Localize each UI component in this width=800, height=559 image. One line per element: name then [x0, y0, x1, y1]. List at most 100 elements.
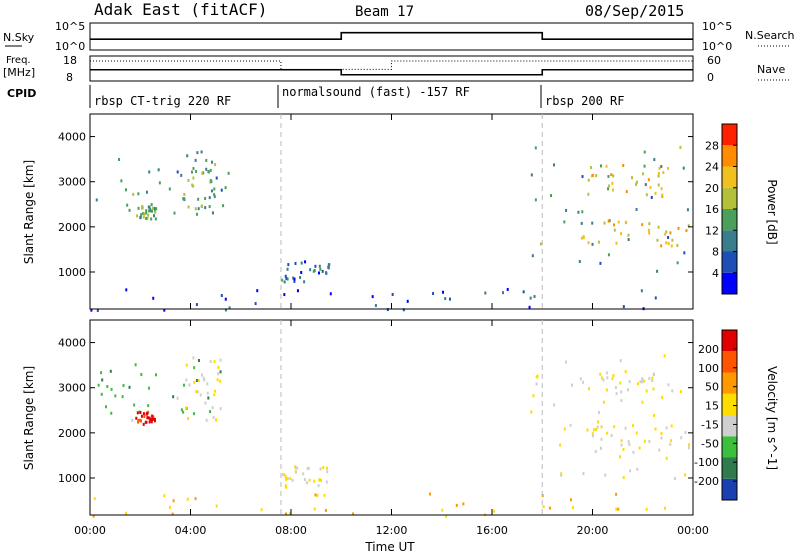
data-cell	[145, 209, 148, 213]
data-cell	[304, 260, 307, 264]
data-cell	[151, 414, 154, 418]
ytick-label: 3000	[58, 176, 86, 189]
data-cell	[651, 376, 654, 380]
data-cell	[649, 185, 652, 189]
data-cell	[590, 166, 593, 170]
data-cell	[217, 372, 220, 376]
data-cell	[197, 359, 200, 363]
data-cell	[313, 507, 316, 511]
data-cell	[506, 287, 509, 291]
data-cell	[325, 466, 328, 470]
data-cell	[145, 190, 148, 194]
colorbar-swatch	[722, 166, 737, 188]
data-cell	[172, 395, 175, 399]
data-cell	[300, 270, 303, 274]
data-cell	[662, 171, 665, 175]
data-cell	[219, 370, 222, 374]
data-cell	[200, 150, 203, 154]
data-cell	[307, 466, 310, 470]
data-cell	[213, 193, 216, 197]
data-cell	[624, 220, 627, 224]
data-cell	[684, 473, 687, 477]
data-cell	[591, 221, 594, 225]
data-cell	[318, 264, 321, 268]
data-cell	[600, 164, 603, 168]
data-cell	[656, 269, 659, 273]
data-cell	[155, 373, 158, 377]
data-cell	[106, 385, 109, 389]
data-cell	[643, 379, 646, 383]
data-cell	[432, 292, 435, 296]
data-cell	[622, 164, 625, 168]
data-cell	[168, 505, 171, 509]
data-cell	[607, 187, 610, 191]
data-cell	[320, 478, 323, 482]
data-cell	[462, 502, 465, 506]
data-cell	[131, 418, 134, 422]
data-cell	[441, 508, 444, 512]
data-cell	[644, 183, 647, 187]
data-cell	[188, 383, 191, 387]
data-cell	[150, 420, 153, 424]
data-cell	[118, 158, 121, 162]
data-cell	[660, 165, 663, 169]
data-cell	[654, 296, 657, 300]
data-cell	[635, 207, 638, 211]
data-cell	[146, 412, 149, 416]
data-cell	[145, 216, 148, 220]
data-cell	[522, 290, 525, 294]
data-cell	[587, 241, 590, 245]
data-cell	[193, 412, 196, 416]
data-cell	[145, 211, 148, 215]
data-cell	[645, 193, 648, 197]
data-cell	[610, 173, 613, 177]
data-cell	[613, 228, 616, 232]
data-cell	[201, 373, 204, 377]
data-cell	[217, 365, 220, 369]
data-cell	[316, 493, 319, 497]
power-panel-frame	[89, 113, 694, 310]
data-cell	[563, 220, 566, 224]
data-cell	[192, 176, 195, 180]
data-cell	[530, 173, 533, 177]
data-cell	[448, 297, 451, 301]
data-cell	[615, 392, 618, 396]
data-cell	[125, 288, 128, 292]
data-cell	[680, 436, 683, 440]
data-cell	[148, 416, 151, 420]
data-cell	[635, 431, 638, 435]
colorbar-swatch	[722, 478, 737, 500]
data-cell	[660, 244, 663, 248]
data-cell	[180, 408, 183, 412]
ytick-label: 1000	[58, 266, 86, 279]
data-cell	[611, 181, 614, 185]
data-cell	[661, 193, 664, 197]
velocity-ylabel: Slant Range [km]	[22, 366, 36, 470]
data-cell	[137, 418, 140, 422]
colorbar-tick-label: 24	[705, 161, 719, 174]
data-cell	[314, 264, 317, 268]
data-cell	[197, 207, 200, 211]
data-cell	[613, 223, 616, 227]
data-cell	[283, 473, 286, 477]
data-cell	[125, 188, 128, 192]
data-cell	[586, 428, 589, 432]
data-cell	[657, 225, 660, 229]
data-cell	[534, 146, 537, 150]
data-cell	[137, 206, 140, 210]
data-cell	[627, 233, 630, 237]
data-cell	[141, 206, 144, 210]
data-cell	[158, 181, 161, 185]
data-cell	[548, 506, 551, 510]
data-cell	[302, 472, 305, 476]
power-yticks: 4000 3000 2000 1000	[58, 131, 693, 279]
data-cell	[137, 420, 140, 424]
data-cell	[539, 242, 542, 246]
data-cell	[654, 191, 657, 195]
cpid-label: CPID	[7, 87, 36, 100]
data-cell	[142, 412, 145, 416]
data-cell	[284, 274, 287, 278]
data-cell	[323, 493, 326, 497]
data-cell	[194, 207, 197, 211]
colorbar-swatch	[722, 272, 737, 294]
